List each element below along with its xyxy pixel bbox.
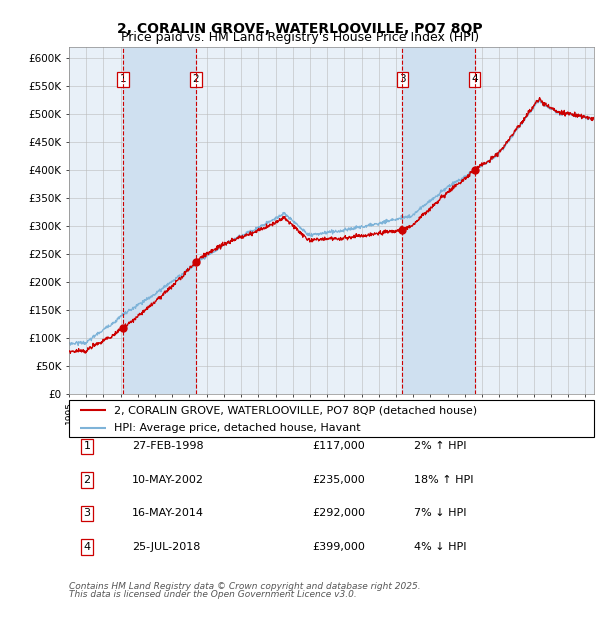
Text: 3: 3 [399, 74, 406, 84]
Text: 4: 4 [471, 74, 478, 84]
FancyBboxPatch shape [69, 400, 594, 437]
Text: 2% ↑ HPI: 2% ↑ HPI [414, 441, 467, 451]
Text: 4: 4 [83, 542, 91, 552]
Text: 2: 2 [83, 475, 91, 485]
Bar [403, 46, 475, 394]
Text: £399,000: £399,000 [312, 542, 365, 552]
Text: £117,000: £117,000 [312, 441, 365, 451]
Text: 4% ↓ HPI: 4% ↓ HPI [414, 542, 467, 552]
Text: Price paid vs. HM Land Registry's House Price Index (HPI): Price paid vs. HM Land Registry's House … [121, 31, 479, 44]
Text: £292,000: £292,000 [312, 508, 365, 518]
Text: 1: 1 [83, 441, 91, 451]
Text: Contains HM Land Registry data © Crown copyright and database right 2025.: Contains HM Land Registry data © Crown c… [69, 582, 421, 591]
Text: 1: 1 [120, 74, 127, 84]
Text: 2, CORALIN GROVE, WATERLOOVILLE, PO7 8QP (detached house): 2, CORALIN GROVE, WATERLOOVILLE, PO7 8QP… [113, 405, 477, 415]
Text: 10-MAY-2002: 10-MAY-2002 [132, 475, 204, 485]
Text: 18% ↑ HPI: 18% ↑ HPI [414, 475, 473, 485]
Text: 2, CORALIN GROVE, WATERLOOVILLE, PO7 8QP: 2, CORALIN GROVE, WATERLOOVILLE, PO7 8QP [117, 22, 483, 36]
Bar [123, 46, 196, 394]
Text: 16-MAY-2014: 16-MAY-2014 [132, 508, 204, 518]
Text: HPI: Average price, detached house, Havant: HPI: Average price, detached house, Hava… [113, 423, 360, 433]
Text: 27-FEB-1998: 27-FEB-1998 [132, 441, 203, 451]
Text: 25-JUL-2018: 25-JUL-2018 [132, 542, 200, 552]
Text: 3: 3 [83, 508, 91, 518]
Text: 2: 2 [193, 74, 199, 84]
Text: This data is licensed under the Open Government Licence v3.0.: This data is licensed under the Open Gov… [69, 590, 357, 600]
Text: £235,000: £235,000 [312, 475, 365, 485]
Text: 7% ↓ HPI: 7% ↓ HPI [414, 508, 467, 518]
